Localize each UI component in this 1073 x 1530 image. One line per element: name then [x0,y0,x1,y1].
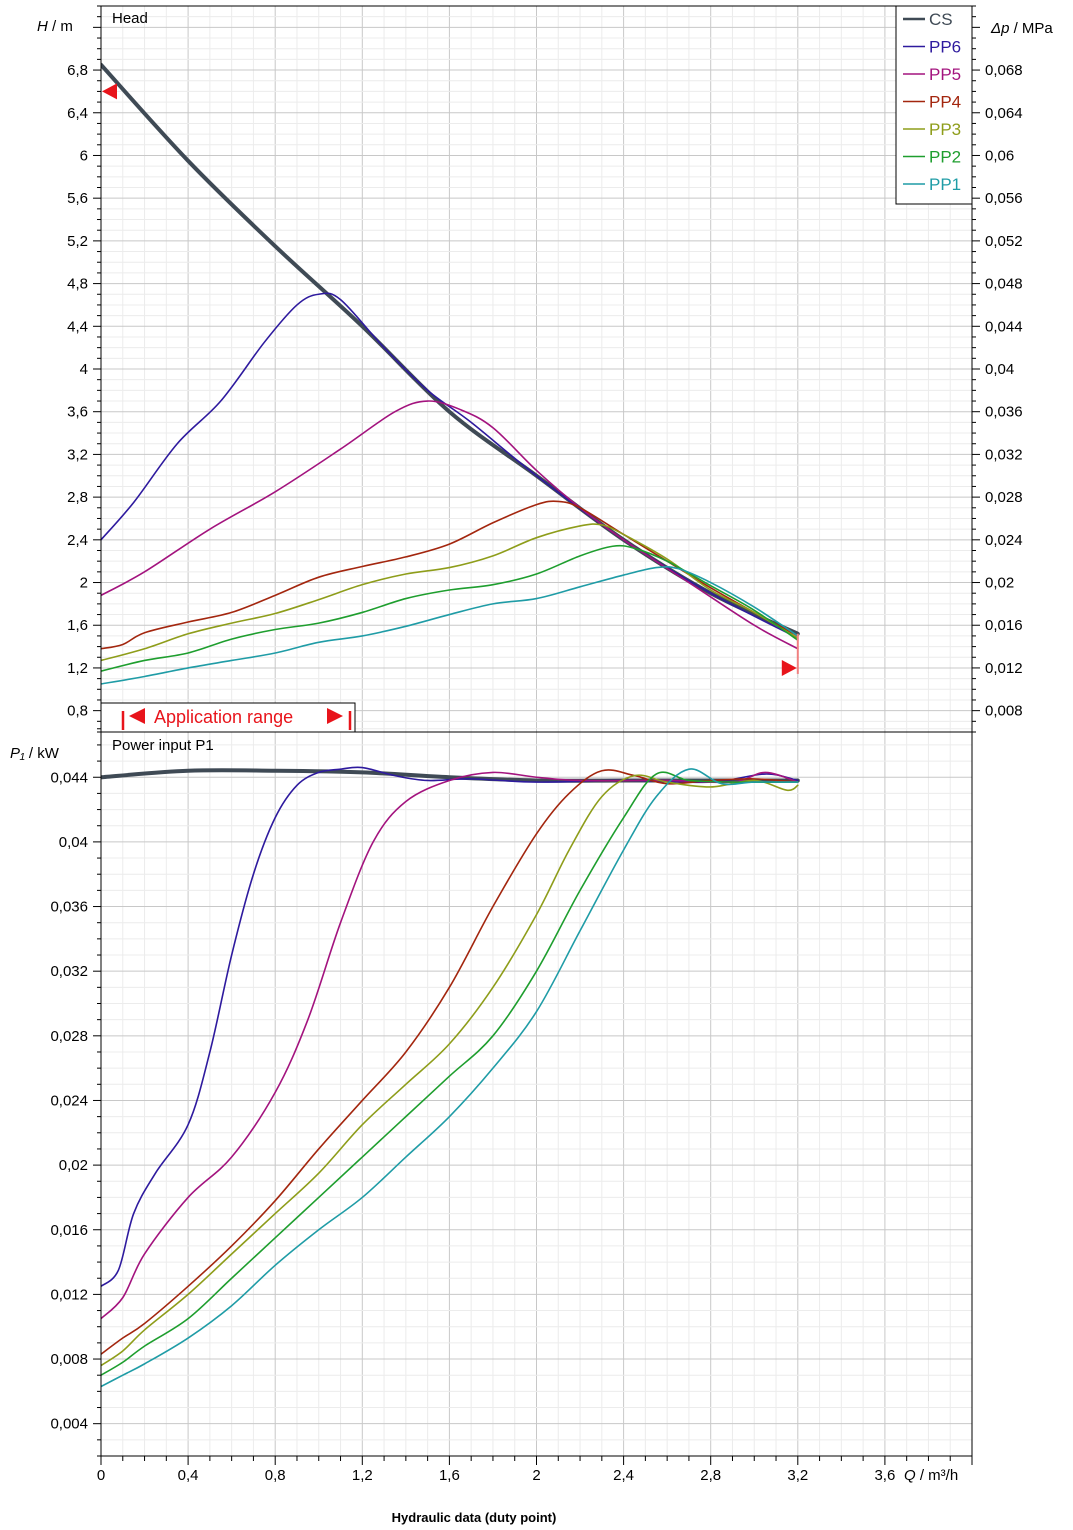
y2-tick-label: 0,048 [985,276,1023,293]
curve-pp2 [101,771,799,1376]
y-tick-label: 3,2 [67,446,88,463]
y-tick-label: 2,8 [67,489,88,506]
legend: CS PP6 PP5 PP4 PP3 PP2 PP1 [895,5,973,205]
x-tick-label: 0,4 [178,1467,199,1484]
y2-tick-label: 0,06 [985,147,1014,164]
svg-text:Application range: Application range [154,707,293,727]
y-tick-label: 2 [80,575,88,592]
x-tick-label: 2 [532,1467,540,1484]
power-curves [101,766,800,1388]
y-tick-label: 0,012 [50,1286,88,1303]
x-tick-label: 0 [97,1467,105,1484]
y-tick-label: 0,008 [50,1351,88,1368]
y-tick-label: 6,4 [67,105,88,122]
power-panel-title: Power input P1 [112,737,214,754]
y2-tick-label: 0,044 [985,318,1023,335]
range-left-arrow-icon [129,708,145,724]
range-start-marker-icon [102,83,117,100]
head-panel-title: Head [112,10,148,27]
y-tick-label: 4,4 [67,318,88,335]
legend-label-pp5: PP5 [929,65,961,84]
head-curves [101,62,800,685]
application-range-box: Application range [100,702,356,733]
y2-tick-label: 0,056 [985,190,1023,207]
flow-x-axis-label: Q / m³/h [904,1467,958,1484]
y-tick-label: 0,8 [67,703,88,720]
y2-tick-label: 0,012 [985,660,1023,677]
legend-label-pp4: PP4 [929,93,961,112]
y-tick-label: 0,004 [50,1416,88,1433]
legend-label-pp1: PP1 [929,175,961,194]
y-tick-label: 6,8 [67,62,88,79]
x-tick-label: 3,2 [787,1467,808,1484]
power-panel-frame [100,731,973,1457]
x-tick-label: 3,6 [874,1467,895,1484]
y2-tick-label: 0,052 [985,233,1023,250]
y-tick-label: 4 [80,361,88,378]
y-tick-label: 5,2 [67,233,88,250]
curve-pp2 [101,544,799,672]
y2-tick-label: 0,008 [985,703,1023,720]
range-right-arrow-icon [327,708,343,724]
pressure-y-axis-label: Δp / MPa [990,20,1053,37]
y-tick-label: 0,028 [50,1028,88,1045]
y-tick-label: 4,8 [67,276,88,293]
y2-tick-label: 0,032 [985,446,1023,463]
curve-pp3 [101,774,799,1367]
curve-pp1 [101,565,799,685]
y-tick-label: 6 [80,147,88,164]
y2-tick-label: 0,064 [985,105,1023,122]
range-end-marker-icon [781,659,797,676]
y-tick-label: 0,036 [50,899,88,916]
y-tick-label: 2,4 [67,532,88,549]
y-tick-label: 0,044 [50,769,88,786]
power-y-axis-label: P₁ / kW [10,745,60,762]
legend-label-cs: CS [929,10,953,29]
y-tick-label: 1,6 [67,617,88,634]
x-tick-label: 2,4 [613,1467,634,1484]
y2-tick-label: 0,028 [985,489,1023,506]
curve-pp4 [101,769,799,1355]
y2-tick-label: 0,068 [985,62,1023,79]
curve-pp5 [101,771,799,1320]
y-tick-label: 0,016 [50,1222,88,1239]
head-y-axis-label: H / m [37,18,73,35]
y2-tick-label: 0,016 [985,617,1023,634]
head-axes: 0,8 1,2 1,6 2 2,4 2,8 3,2 3,6 4 4,4 4,8 5,2 5,6 6 6,4 6… [67,5,1023,733]
y-tick-label: 0,02 [59,1157,88,1174]
x-tick-label: 0,8 [265,1467,286,1484]
curve-pp1 [101,768,799,1388]
curve-pp5 [101,400,799,650]
y-tick-label: 3,6 [67,404,88,421]
y2-tick-label: 0,024 [985,532,1023,549]
legend-label-pp3: PP3 [929,120,961,139]
legend-label-pp6: PP6 [929,38,961,57]
chart-footer: Hydraulic data (duty point) [392,1510,557,1525]
legend-label-pp2: PP2 [929,148,961,167]
y-tick-label: 5,6 [67,190,88,207]
y-tick-label: 1,2 [67,660,88,677]
y-tick-label: 0,04 [59,834,88,851]
head-grid [100,5,973,733]
y2-tick-label: 0,02 [985,575,1014,592]
x-tick-label: 2,8 [700,1467,721,1484]
y2-tick-label: 0,036 [985,404,1023,421]
y-tick-label: 0,024 [50,1092,88,1109]
curve-pp3 [101,523,799,662]
y2-tick-label: 0,04 [985,361,1014,378]
power-axes: 0,004 0,008 0,012 0,016 0,02 0,024 0,028 0,032 0… [50,728,973,1484]
x-tick-label: 1,6 [439,1467,460,1484]
x-tick-label: 1,2 [352,1467,373,1484]
power-grid [100,728,973,1457]
y-tick-label: 0,032 [50,963,88,980]
